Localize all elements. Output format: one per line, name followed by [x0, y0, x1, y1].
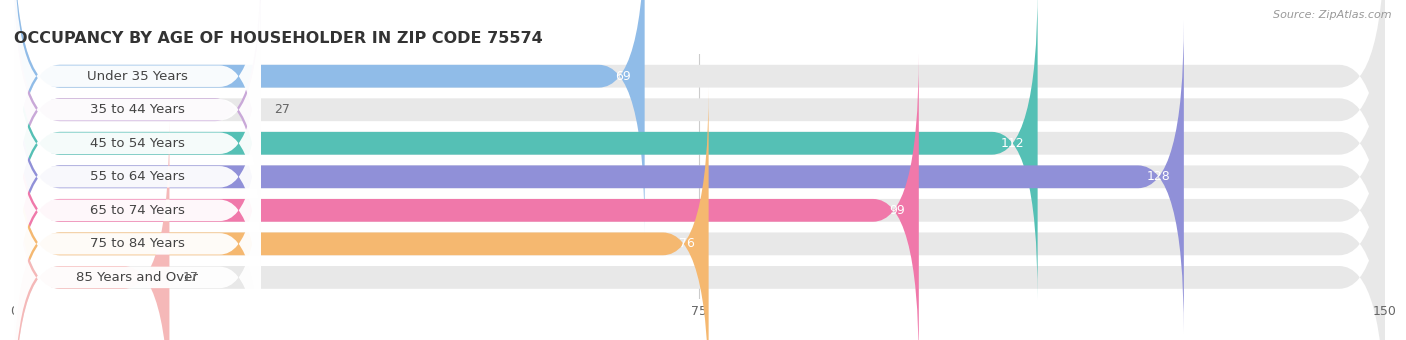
FancyBboxPatch shape — [14, 0, 1385, 233]
FancyBboxPatch shape — [14, 88, 1385, 340]
FancyBboxPatch shape — [14, 121, 1385, 340]
Text: 112: 112 — [1000, 137, 1024, 150]
Text: Source: ZipAtlas.com: Source: ZipAtlas.com — [1274, 10, 1392, 20]
FancyBboxPatch shape — [14, 0, 262, 250]
Text: 76: 76 — [679, 237, 695, 250]
Text: 69: 69 — [616, 70, 631, 83]
FancyBboxPatch shape — [14, 104, 262, 340]
FancyBboxPatch shape — [14, 0, 1385, 266]
Text: Under 35 Years: Under 35 Years — [87, 70, 188, 83]
FancyBboxPatch shape — [14, 20, 1385, 333]
Text: 17: 17 — [183, 271, 200, 284]
FancyBboxPatch shape — [14, 0, 262, 216]
Text: 55 to 64 Years: 55 to 64 Years — [90, 170, 184, 183]
FancyBboxPatch shape — [14, 3, 262, 284]
FancyBboxPatch shape — [14, 54, 1385, 340]
FancyBboxPatch shape — [14, 54, 920, 340]
FancyBboxPatch shape — [14, 37, 262, 317]
FancyBboxPatch shape — [14, 0, 262, 266]
Text: 27: 27 — [274, 103, 291, 116]
Text: 85 Years and Over: 85 Years and Over — [76, 271, 198, 284]
Text: 65 to 74 Years: 65 to 74 Years — [90, 204, 184, 217]
Text: 45 to 54 Years: 45 to 54 Years — [90, 137, 184, 150]
Text: OCCUPANCY BY AGE OF HOUSEHOLDER IN ZIP CODE 75574: OCCUPANCY BY AGE OF HOUSEHOLDER IN ZIP C… — [14, 31, 543, 46]
FancyBboxPatch shape — [14, 70, 262, 340]
FancyBboxPatch shape — [14, 121, 170, 340]
FancyBboxPatch shape — [14, 88, 709, 340]
FancyBboxPatch shape — [14, 0, 1385, 300]
Text: 35 to 44 Years: 35 to 44 Years — [90, 103, 184, 116]
FancyBboxPatch shape — [14, 20, 1184, 333]
FancyBboxPatch shape — [14, 0, 645, 233]
FancyBboxPatch shape — [14, 0, 1038, 300]
Text: 75 to 84 Years: 75 to 84 Years — [90, 237, 184, 250]
Text: 128: 128 — [1146, 170, 1170, 183]
Text: 99: 99 — [890, 204, 905, 217]
FancyBboxPatch shape — [14, 137, 262, 340]
